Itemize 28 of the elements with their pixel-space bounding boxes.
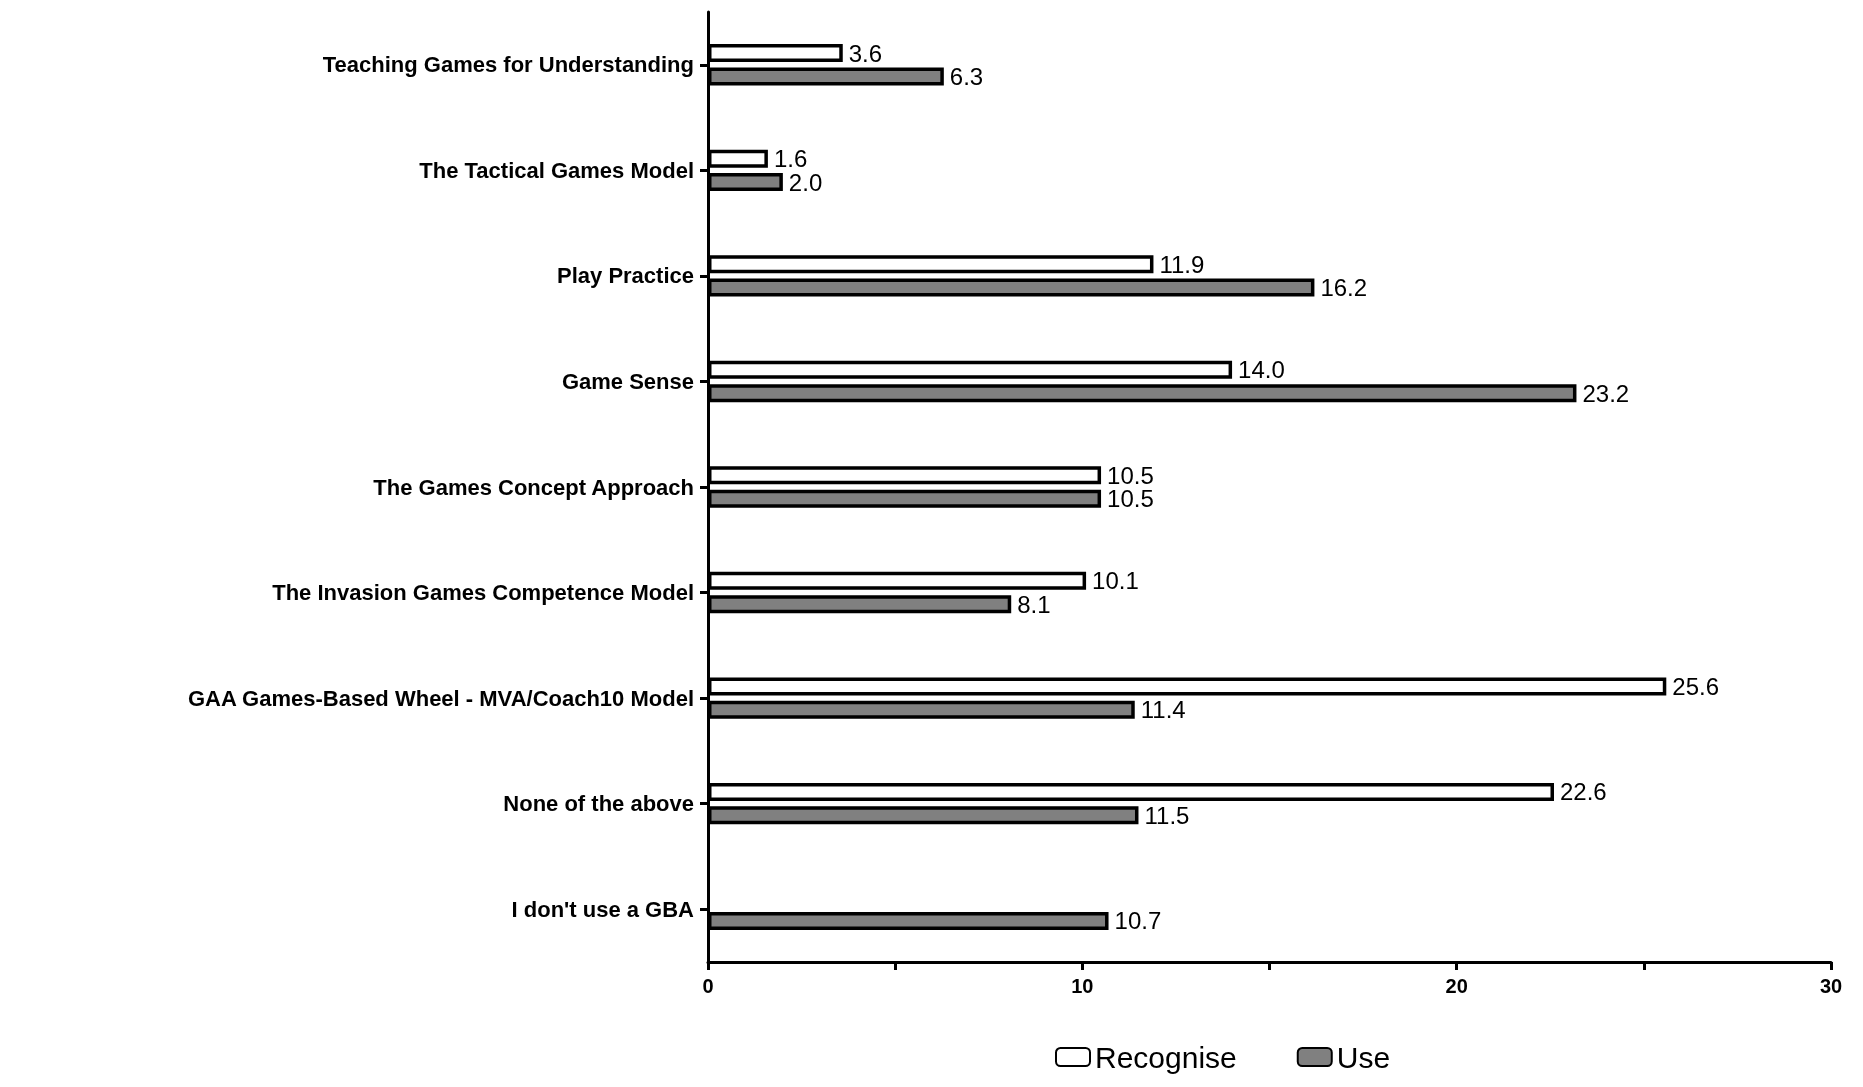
x-tick-label: 30 [1819, 975, 1843, 997]
data-label: 10.1 [1092, 567, 1139, 595]
x-tick-label: 0 [702, 975, 714, 997]
y-tick-label: Teaching Games for Understanding [322, 52, 694, 78]
data-label: 23.2 [1582, 379, 1630, 407]
data-label: 6.3 [949, 62, 984, 90]
data-label: 10.7 [1114, 907, 1162, 935]
data-label: 25.6 [1672, 672, 1720, 700]
y-tick-label: Game Sense [561, 368, 694, 394]
data-label: 11.9 [1159, 250, 1205, 278]
data-label: 8.1 [1017, 590, 1051, 618]
data-label: 11.5 [1144, 801, 1190, 829]
y-tick-label: The Games Concept Approach [373, 474, 694, 500]
data-label: 22.6 [1559, 778, 1607, 806]
data-label: 11.4 [1140, 696, 1186, 724]
x-tick-label: 10 [1071, 975, 1094, 997]
y-tick-label: GAA Games-Based Wheel - MVA/Coach10 Model [187, 685, 694, 711]
x-tick-label: 20 [1445, 975, 1468, 997]
y-tick-label: I don't use a GBA [511, 896, 695, 922]
y-tick-label: The Invasion Games Competence Model [272, 580, 694, 606]
data-label: 14.0 [1238, 356, 1285, 384]
legend-label: Recognise [1095, 1040, 1237, 1074]
y-tick-label: Play Practice [557, 263, 694, 289]
y-tick-label: None of the above [503, 791, 694, 817]
data-label: 3.6 [848, 39, 883, 67]
legend-label: Use [1336, 1040, 1391, 1074]
y-tick-label: The Tactical Games Model [419, 157, 694, 183]
data-label: 16.2 [1320, 274, 1368, 302]
